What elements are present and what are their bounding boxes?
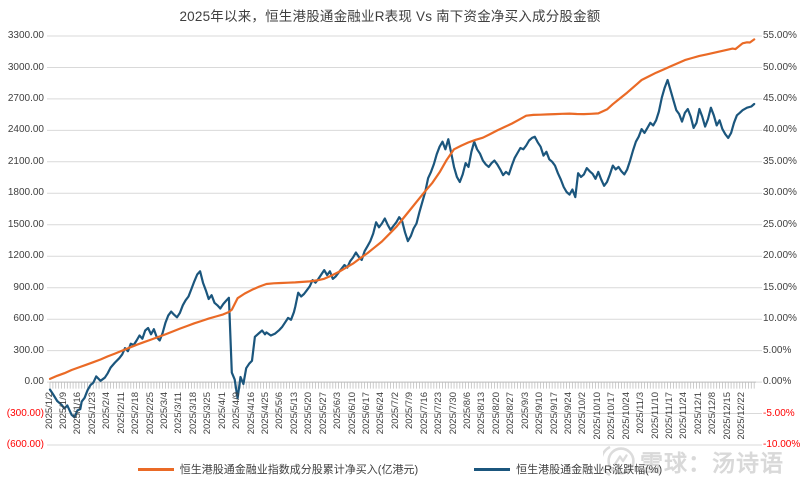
y-axis-right-tick-label: 55.00% [763,30,797,41]
x-axis-tick-label: 2025/12/22 [736,392,748,440]
y-axis-right-tick-label: 40.00% [763,124,797,136]
y-axis-left-tick-label: (300.00) [6,407,44,419]
x-axis-tick-label: 2025/6/10 [346,392,358,435]
legend: 恒生港股通金融业指数成分股累计净买入(亿港元) 恒生港股通金融业R涨跌幅(%) [0,461,800,477]
legend-label-pct-change: 恒生港股通金融业R涨跌幅(%) [516,464,663,476]
y-axis-left-tick-label: 2700.00 [7,92,44,104]
series-line-pct-change [48,78,756,419]
y-axis-left-tick-label: 2400.00 [7,124,44,136]
y-axis-left-tick-label: 1800.00 [7,187,44,199]
x-axis-tick-label: 2025/9/3 [519,392,531,429]
x-axis-tick-label: 2025/3/11 [173,392,185,434]
x-axis-tick-label: 2025/4/1 [216,392,228,429]
x-axis-tick-label: 2025/1/16 [72,392,84,435]
x-axis-tick-label: 2025/11/17 [664,392,675,439]
y-axis-right-tick-label: 20.00% [763,250,797,262]
x-axis-tick-label: 2025/12/1 [692,392,704,435]
x-axis-tick-label: 2025/12/8 [707,392,719,435]
x-axis-tick-label: 2025/9/24 [563,392,574,435]
y-axis-right-tick-label: 30.00% [763,187,797,199]
x-axis-tick-label: 2025/5/20 [303,392,315,435]
x-axis-tick-label: 2025/7/23 [433,392,445,435]
x-axis-tick-label: 2025/11/24 [678,392,690,439]
x-axis-tick-label: 2025/10/17 [606,392,618,440]
x-axis-tick-label: 2025/10/24 [620,392,632,440]
y-axis-right-tick-label: 35.00% [763,155,797,167]
y-axis-left-tick-label: 0.00 [24,376,44,388]
y-axis-right-tick-label: -5.00% [763,407,795,419]
x-axis-tick-label: 2025/10/2 [577,392,589,435]
x-axis-tick-label: 2025/4/16 [245,392,257,435]
watermark: 雪球：汤诗语 [603,444,784,478]
x-axis-tick-label: 2025/7/30 [447,392,459,435]
y-axis-right-tick-label: 5.00% [763,344,792,356]
x-axis-tick-label: 2025/4/25 [259,392,271,435]
x-axis-tick-label: 2025/11/10 [649,392,661,439]
x-axis-tick-label: 2025/1/9 [57,392,69,429]
y-axis-left-tick-label: 3300.00 [7,30,44,41]
x-axis-tick-label: 2025/4/9 [231,392,243,429]
y-axis-right-tick-label: 50.00% [763,61,797,73]
y-axis-right-tick-label: 25.00% [763,218,797,230]
y-axis-left-tick-label: 600.00 [13,313,44,325]
legend-swatch-net-buy [137,467,174,471]
x-axis-tick-label: 2025/2/18 [130,392,142,435]
x-axis-tick-label: 2025/12/15 [721,392,733,440]
x-axis-tick-label: 2025/7/2 [389,392,401,429]
x-axis-tick-label: 2025/1/23 [86,392,98,435]
x-axis-tick-label: 2025/3/25 [202,392,214,435]
x-axis-tick-label: 2025/5/6 [274,392,286,429]
y-axis-right-tick-label: 15.00% [763,281,797,293]
legend-item-pct-change: 恒生港股通金融业R涨跌幅(%) [474,461,662,477]
y-axis-left-tick-label: 2100.00 [7,155,44,167]
x-axis-tick-label: 2025/3/4 [158,392,170,429]
x-axis-tick-label: 2025/6/17 [361,392,372,435]
legend-swatch-pct-change [474,467,511,471]
y-axis-right-tick-label: 0.00% [763,376,792,388]
y-axis-right-tick-label: 45.00% [763,92,797,104]
x-axis-tick-label: 2025/9/17 [548,392,560,435]
y-axis-left-tick-label: 1200.00 [7,250,44,262]
x-axis-tick-label: 2025/9/10 [534,392,546,435]
xueqiu-snowball-logo-icon [603,445,635,477]
watermark-text: 雪球：汤诗语 [640,450,784,476]
x-axis-tick-label: 2025/5/27 [317,392,329,435]
x-axis-tick-label: 2025/6/3 [332,392,344,429]
x-axis-tick-label: 2025/5/13 [288,392,300,435]
x-axis-tick-label: 2025/8/27 [505,392,517,435]
x-axis-tick-label: 2025/7/9 [404,392,416,429]
x-axis-tick-label: 2025/6/24 [375,392,387,435]
legend-item-net-buy: 恒生港股通金融业指数成分股累计净买入(亿港元) [137,461,419,477]
y-axis-left-tick-label: 300.00 [13,344,44,356]
y-axis-left-tick-label: (600.00) [6,439,44,450]
y-axis-left-tick-label: 1500.00 [7,218,44,230]
x-axis-tick-label: 2025/7/16 [418,392,430,435]
legend-label-net-buy: 恒生港股通金融业指数成分股累计净买入(亿港元) [179,464,419,476]
x-axis-tick-label: 2025/8/6 [462,392,473,429]
x-axis-tick-label: 2025/2/11 [115,392,127,434]
x-axis-tick-label: 2025/8/20 [490,392,502,435]
x-axis [49,381,756,389]
x-axis-tick-label: 2025/2/4 [101,392,113,429]
y-axis-right-tick-label: 10.00% [763,313,797,325]
chart-title: 2025年以来，恒生港股通金融业R表现 Vs 南下资金净买入成分股金额 [179,9,601,24]
y-axis-left-tick-label: 900.00 [13,281,44,293]
x-axis-tick-label: 2025/1/2 [43,392,55,429]
x-axis-tick-label: 2025/8/13 [476,392,488,435]
series-line-net-buy [48,38,756,380]
x-axis-tick-label: 2025/2/25 [144,392,156,435]
x-axis-tick-label: 2025/11/3 [635,392,647,434]
x-axis-tick-label: 2025/10/10 [591,392,603,440]
y-axis-right-tick-label: -10.00% [763,439,800,450]
x-axis-tick-label: 2025/3/18 [187,392,199,435]
y-axis-left-tick-label: 3000.00 [7,61,44,73]
